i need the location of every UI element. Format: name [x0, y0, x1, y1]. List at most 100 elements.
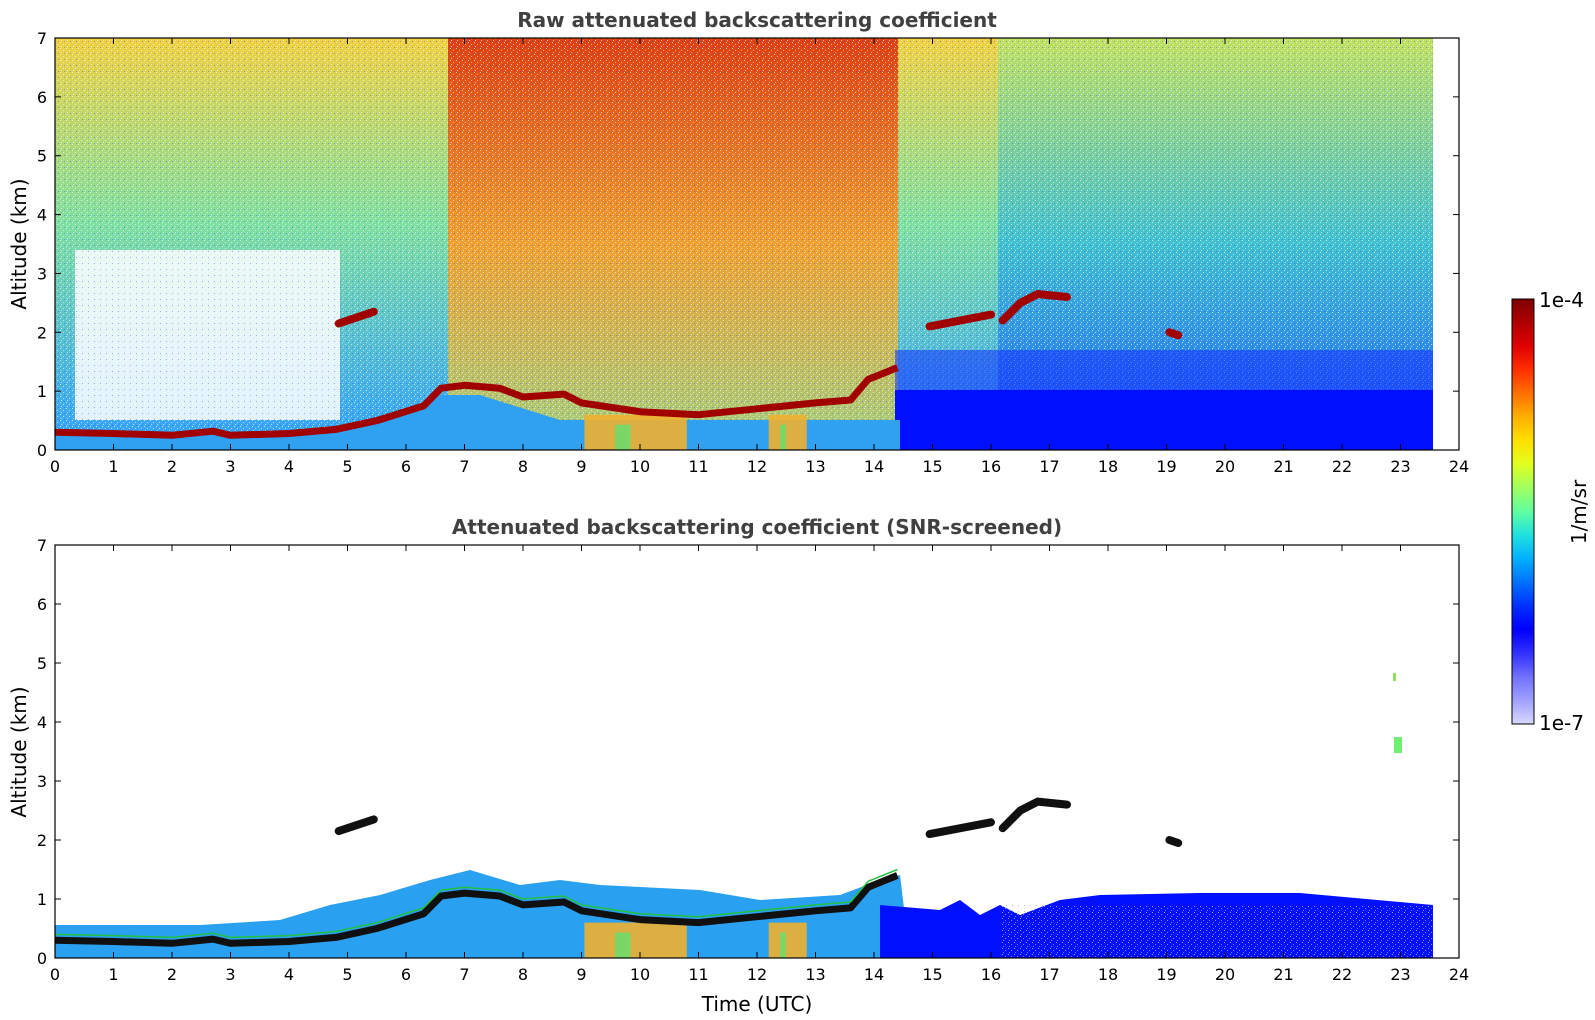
y-tick-label: 6	[37, 595, 47, 614]
x-tick-label: 5	[342, 457, 352, 476]
y-tick-label: 4	[37, 206, 47, 225]
x-tick-label: 9	[576, 457, 586, 476]
bottom-cloud-layers	[334, 797, 1183, 847]
x-tick-label: 20	[1215, 457, 1235, 476]
y-tick-label: 3	[37, 772, 47, 791]
x-tick-label: 16	[981, 965, 1001, 984]
bottom-boundary-layer	[55, 872, 899, 947]
top-low-band-fade	[895, 350, 1433, 390]
x-tick-label: 7	[459, 457, 469, 476]
top-boundary-layer	[55, 364, 899, 439]
top-axis-ticks: 0 1 2 3 4 5 6 7 8 9 10 11 12 13 14 15 16 17 18 19 20 21 22 23 24…	[37, 29, 1469, 476]
x-tick-label: 10	[630, 965, 650, 984]
x-tick-label: 4	[284, 965, 294, 984]
x-tick-label: 1	[108, 457, 118, 476]
aerosol-column-streak	[780, 424, 786, 450]
x-tick-label: 12	[747, 457, 767, 476]
x-tick-label: 3	[225, 965, 235, 984]
cloud-5h-top	[334, 307, 378, 328]
aerosol-column-streak	[615, 424, 631, 450]
cloud-19h-bottom	[1165, 836, 1183, 847]
cloud-5h-bottom	[334, 815, 378, 836]
x-tick-label: 12	[747, 965, 767, 984]
bottom-heatmap	[55, 673, 1433, 958]
top-cloud-layers	[334, 289, 1183, 340]
x-tick-label: 11	[688, 457, 708, 476]
x-tick-label: 8	[518, 457, 528, 476]
x-tick-label: 24	[1449, 965, 1469, 984]
y-tick-label: 6	[37, 88, 47, 107]
x-tick-label: 15	[922, 965, 942, 984]
bottom-panel: Attenuated backscattering coefficient (S…	[7, 515, 1469, 1016]
top-low-band-night	[895, 390, 1433, 450]
x-tick-label: 7	[459, 965, 469, 984]
aerosol-column-streak	[615, 932, 631, 958]
top-chart-title: Raw attenuated backscattering coefficien…	[517, 8, 997, 32]
bottom-aerosol-stripes	[1000, 905, 1433, 958]
x-tick-label: 20	[1215, 965, 1235, 984]
aerosol-column-streak	[780, 932, 786, 958]
cloud-16-17h-bottom	[998, 797, 1071, 833]
cloud-15h-top	[925, 310, 995, 331]
y-tick-label: 5	[37, 147, 47, 166]
top-aerosol-columns	[584, 414, 807, 450]
x-tick-label: 10	[630, 457, 650, 476]
x-tick-label: 14	[864, 457, 884, 476]
x-tick-label: 22	[1332, 965, 1352, 984]
cloud-19h-top	[1165, 328, 1183, 340]
x-tick-label: 24	[1449, 457, 1469, 476]
colorbar-unit-label: 1/m/sr	[1567, 479, 1591, 544]
x-tick-label: 21	[1273, 965, 1293, 984]
top-heatmap	[55, 38, 1459, 450]
x-tick-label: 17	[1039, 965, 1059, 984]
bottom-isolated-echo-2	[1393, 673, 1396, 681]
x-tick-label: 22	[1332, 457, 1352, 476]
colorbar-max-label: 1e-4	[1539, 288, 1584, 312]
y-tick-label: 0	[37, 441, 47, 460]
cloud-15h-bottom	[925, 818, 995, 839]
top-y-axis-label: Altitude (km)	[7, 178, 31, 309]
x-tick-label: 1	[108, 965, 118, 984]
x-tick-label: 3	[225, 457, 235, 476]
x-tick-label: 17	[1039, 457, 1059, 476]
x-tick-label: 13	[805, 965, 825, 984]
y-tick-label: 7	[37, 536, 47, 555]
top-nodata-region	[1433, 38, 1459, 450]
x-tick-label: 18	[1098, 457, 1118, 476]
x-tick-label: 14	[864, 965, 884, 984]
aerosol-column	[768, 414, 807, 450]
x-tick-label: 15	[922, 457, 942, 476]
x-tick-label: 18	[1098, 965, 1118, 984]
y-tick-label: 2	[37, 831, 47, 850]
bottom-x-axis-label: Time (UTC)	[701, 992, 813, 1016]
aerosol-column	[584, 922, 687, 958]
y-tick-label: 2	[37, 323, 47, 342]
x-tick-label: 9	[576, 965, 586, 984]
y-tick-label: 0	[37, 949, 47, 968]
cloud-16-17h-top	[998, 289, 1071, 325]
y-tick-label: 5	[37, 654, 47, 673]
y-tick-label: 1	[37, 890, 47, 909]
x-tick-label: 23	[1390, 965, 1410, 984]
x-tick-label: 23	[1390, 457, 1410, 476]
x-tick-label: 11	[688, 965, 708, 984]
x-tick-label: 8	[518, 965, 528, 984]
colorbar: 1e-4 1e-7 1/m/sr	[1511, 288, 1591, 735]
x-tick-label: 2	[167, 457, 177, 476]
x-tick-label: 0	[50, 457, 60, 476]
x-tick-label: 5	[342, 965, 352, 984]
aerosol-column	[584, 414, 687, 450]
x-tick-label: 13	[805, 457, 825, 476]
colorbar-min-label: 1e-7	[1539, 711, 1584, 735]
bottom-y-axis-label: Altitude (km)	[7, 686, 31, 817]
x-tick-label: 19	[1156, 457, 1176, 476]
x-tick-label: 4	[284, 457, 294, 476]
colorbar-frame	[1511, 298, 1535, 725]
bottom-axis-ticks: 0 1 2 3 4 5 6 7 8 9 10 11 12 13 14 15 16 17 18 19 20 21 22 23 24…	[37, 536, 1469, 984]
colorbar-fill	[1512, 299, 1534, 724]
aerosol-column	[768, 922, 807, 958]
x-tick-label: 19	[1156, 965, 1176, 984]
x-tick-label: 6	[401, 457, 411, 476]
bottom-boundary-edge	[55, 868, 898, 939]
